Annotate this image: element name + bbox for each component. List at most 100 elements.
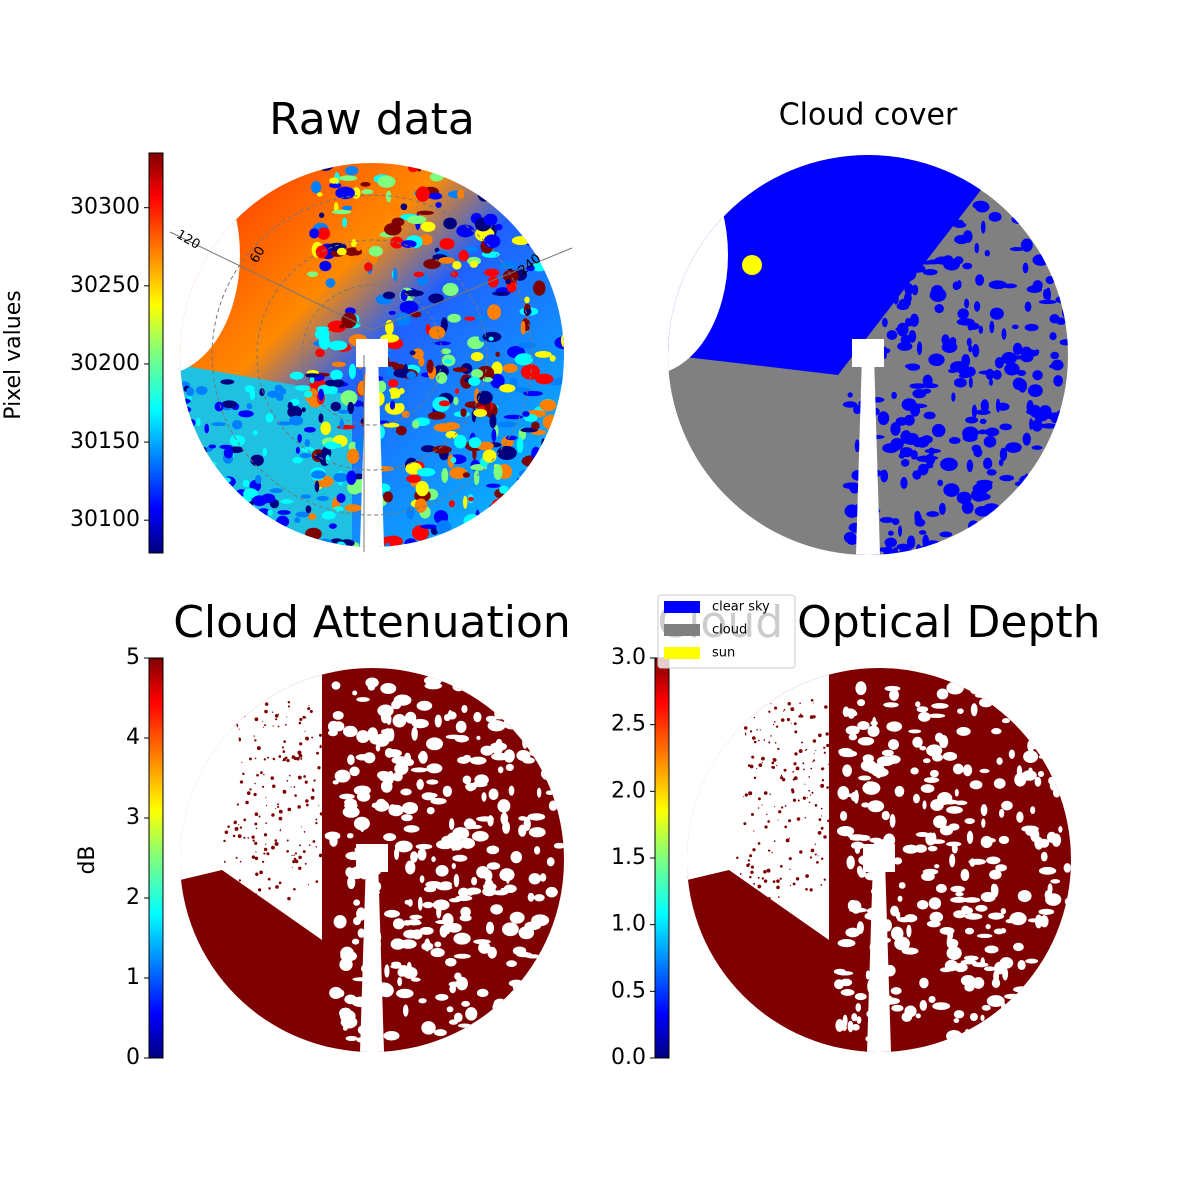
texture bbox=[256, 746, 261, 751]
texture bbox=[300, 826, 302, 828]
texture bbox=[906, 924, 912, 938]
texture bbox=[416, 700, 433, 711]
texture bbox=[450, 456, 457, 464]
texture bbox=[867, 800, 885, 813]
texture bbox=[291, 866, 293, 868]
texture bbox=[968, 376, 973, 389]
texture bbox=[504, 194, 524, 206]
texture bbox=[764, 701, 768, 705]
texture bbox=[931, 285, 944, 297]
texture bbox=[993, 778, 1006, 789]
texture bbox=[922, 534, 930, 548]
texture bbox=[853, 405, 862, 415]
texture bbox=[243, 488, 258, 500]
texture bbox=[453, 678, 463, 684]
texture bbox=[295, 446, 301, 454]
texture bbox=[949, 853, 956, 868]
texture bbox=[266, 523, 274, 530]
texture bbox=[1058, 953, 1068, 967]
texture bbox=[254, 717, 259, 722]
texture bbox=[516, 508, 536, 521]
texture bbox=[777, 819, 779, 821]
texture bbox=[274, 759, 276, 761]
texture bbox=[330, 369, 343, 381]
texture bbox=[968, 858, 986, 865]
texture bbox=[256, 773, 259, 777]
texture bbox=[1026, 400, 1034, 414]
texture bbox=[817, 831, 822, 835]
texture bbox=[426, 806, 435, 815]
texture bbox=[1064, 439, 1068, 450]
texture bbox=[776, 885, 780, 890]
texture bbox=[974, 505, 991, 517]
texture bbox=[329, 835, 338, 847]
texture bbox=[788, 819, 792, 823]
texture bbox=[783, 710, 785, 712]
texture bbox=[905, 267, 917, 281]
texture bbox=[399, 387, 405, 395]
texture bbox=[559, 430, 564, 437]
texture bbox=[351, 239, 357, 248]
texture bbox=[1060, 216, 1068, 227]
texture bbox=[1057, 247, 1068, 257]
texture bbox=[1020, 346, 1033, 359]
texture bbox=[543, 956, 550, 962]
texture bbox=[1008, 547, 1020, 555]
texture bbox=[889, 281, 903, 290]
texture bbox=[932, 1002, 951, 1011]
texture bbox=[517, 508, 526, 516]
texture bbox=[526, 537, 546, 547]
texture bbox=[986, 856, 1001, 865]
texture bbox=[482, 882, 497, 891]
texture bbox=[1061, 306, 1068, 318]
texture bbox=[271, 711, 274, 713]
texture bbox=[984, 249, 991, 257]
texture bbox=[394, 840, 413, 853]
texture bbox=[962, 764, 973, 777]
texture bbox=[505, 279, 512, 285]
texture bbox=[468, 376, 481, 386]
texture bbox=[799, 850, 803, 854]
texture bbox=[356, 907, 367, 921]
texture bbox=[821, 779, 825, 782]
texture bbox=[339, 958, 353, 971]
texture bbox=[928, 447, 936, 456]
legend-label: clear sky bbox=[712, 600, 770, 615]
texture bbox=[318, 388, 324, 401]
texture bbox=[422, 901, 434, 909]
texture bbox=[540, 767, 557, 781]
texture bbox=[834, 979, 844, 990]
texture bbox=[1038, 908, 1055, 915]
texture bbox=[861, 802, 870, 808]
colorbar-tick-label: 2 bbox=[126, 885, 140, 910]
texture bbox=[460, 408, 467, 418]
texture bbox=[238, 524, 247, 533]
texture bbox=[247, 837, 250, 839]
texture bbox=[849, 836, 864, 841]
texture bbox=[857, 699, 866, 707]
texture bbox=[511, 236, 530, 246]
texture bbox=[486, 533, 505, 546]
texture bbox=[922, 268, 938, 276]
polar-ring bbox=[301, 284, 443, 426]
texture bbox=[1034, 776, 1042, 787]
texture bbox=[192, 446, 209, 454]
texture bbox=[523, 513, 530, 526]
texture bbox=[789, 868, 791, 871]
texture bbox=[480, 745, 494, 756]
texture bbox=[473, 939, 491, 945]
texture bbox=[238, 728, 240, 730]
texture bbox=[1057, 502, 1068, 516]
texture bbox=[976, 933, 993, 939]
texture bbox=[1049, 528, 1067, 534]
texture bbox=[416, 163, 422, 172]
texture bbox=[978, 370, 996, 375]
texture bbox=[227, 543, 233, 547]
texture bbox=[556, 527, 562, 533]
texture bbox=[318, 853, 323, 858]
texture bbox=[520, 363, 540, 380]
texture bbox=[862, 754, 874, 763]
texture bbox=[473, 408, 488, 418]
texture bbox=[823, 746, 826, 749]
texture bbox=[259, 388, 265, 397]
